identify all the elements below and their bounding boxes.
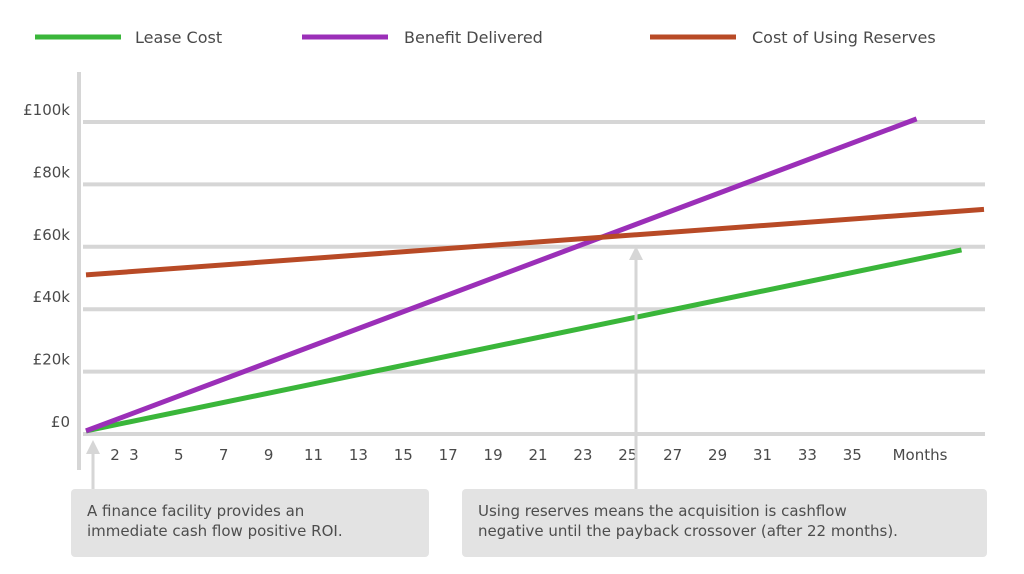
- grid: [83, 120, 985, 436]
- y-tick-label-1: £20k: [33, 351, 71, 369]
- callout-reserves: Using reserves means the acquisition is …: [462, 489, 987, 557]
- x-tick-label-15: 31: [753, 446, 772, 464]
- x-tick-label-0: 2: [110, 446, 120, 464]
- arrow-left-head: [86, 440, 100, 454]
- x-tick-label-16: 33: [798, 446, 817, 464]
- series-line-cost-of-using-reserves: [85, 206, 985, 278]
- y-tick-label-0: £0: [51, 413, 70, 431]
- x-tick-label-14: 29: [708, 446, 727, 464]
- y-tick-label-4: £80k: [33, 163, 71, 181]
- y-tick-label-5: £100k: [23, 101, 70, 119]
- callout-right-line2: negative until the payback crossover (af…: [478, 522, 898, 540]
- callout-arrows: [86, 246, 643, 489]
- series-line-lease-cost: [85, 247, 963, 434]
- y-tick-label-2: £40k: [33, 288, 71, 306]
- x-tick-label-10: 21: [528, 446, 547, 464]
- x-tick-label-6: 13: [349, 446, 368, 464]
- arrow-right-head: [629, 246, 643, 260]
- y-axis: £0 £20k £40k £60k £80k £100k: [23, 101, 70, 431]
- series-group: [85, 116, 985, 434]
- callout-left-line1: A finance facility provides an: [87, 502, 305, 520]
- x-axis: 2 3 5 7 9 11 13 15 17 19 21 23 25 27 29 31 33 35 Months: [110, 446, 947, 464]
- legend-label-1: Benefit Delivered: [404, 28, 543, 47]
- callout-finance-facility: A finance facility provides an immediate…: [71, 489, 429, 557]
- x-tick-label-7: 15: [394, 446, 413, 464]
- x-tick-label-13: 27: [663, 446, 682, 464]
- x-tick-label-4: 9: [264, 446, 274, 464]
- legend-label-2: Cost of Using Reserves: [752, 28, 936, 47]
- y-tick-label-3: £60k: [33, 226, 71, 244]
- x-tick-label-3: 7: [219, 446, 229, 464]
- x-tick-label-17: 35: [843, 446, 862, 464]
- x-tick-label-1: 3: [129, 446, 139, 464]
- legend-label-0: Lease Cost: [135, 28, 222, 47]
- series-line-benefit-delivered: [85, 116, 918, 434]
- x-tick-label-9: 19: [484, 446, 503, 464]
- callout-left-line2: immediate cash flow positive ROI.: [87, 522, 343, 540]
- x-axis-unit-label: Months: [893, 446, 948, 464]
- x-tick-label-2: 5: [174, 446, 184, 464]
- callout-right-line1: Using reserves means the acquisition is …: [478, 502, 847, 520]
- x-tick-label-11: 23: [573, 446, 592, 464]
- legend: Lease Cost Benefit Delivered Cost of Using…: [35, 28, 936, 47]
- x-tick-label-5: 11: [304, 446, 323, 464]
- x-tick-label-12: 25: [618, 446, 637, 464]
- x-tick-label-8: 17: [439, 446, 458, 464]
